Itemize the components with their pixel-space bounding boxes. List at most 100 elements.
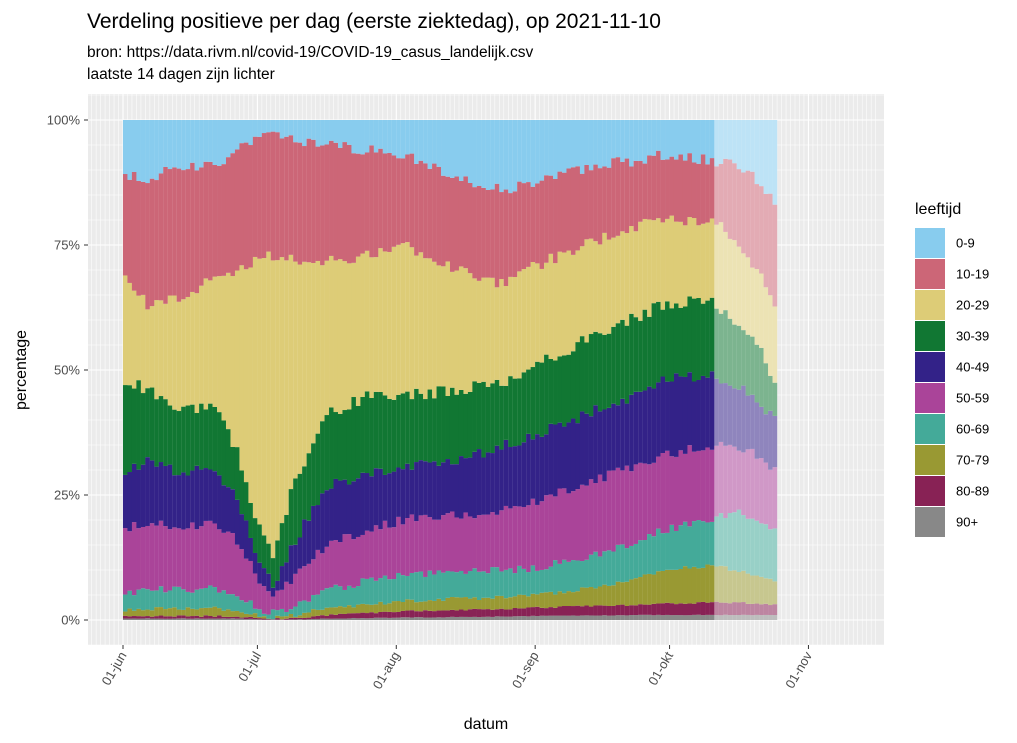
bar-segment-0-9 <box>593 120 598 165</box>
bar-segment-20-29 <box>181 299 186 407</box>
bar-segment-0-9 <box>400 120 406 159</box>
bar-segment-10-19 <box>566 168 572 251</box>
bar-segment-40-49 <box>476 449 482 516</box>
bar-segment-70-79 <box>382 604 388 612</box>
bar-segment-10-19 <box>257 136 262 259</box>
bar-segment-0-9 <box>745 120 751 171</box>
bar-segment-20-29 <box>611 237 616 327</box>
bar-segment-10-19 <box>212 164 218 277</box>
bar-segment-90+ <box>606 615 612 620</box>
bar-segment-40-49 <box>584 413 589 486</box>
bar-segment-10-19 <box>221 164 227 276</box>
bar-segment-10-19 <box>190 162 195 292</box>
bar-segment-90+ <box>387 617 392 620</box>
bar-segment-60-69 <box>145 589 150 610</box>
bar-segment-40-49 <box>122 474 128 529</box>
bar-segment-30-39 <box>606 333 612 408</box>
bar-segment-60-69 <box>759 523 764 577</box>
bar-segment-80-89 <box>409 610 415 618</box>
bar-segment-0-9 <box>149 120 155 179</box>
bar-segment-80-89 <box>606 605 612 616</box>
bar-segment-90+ <box>382 617 388 620</box>
bar-segment-80-89 <box>651 603 657 616</box>
bar-segment-20-29 <box>517 271 522 379</box>
bar-segment-10-19 <box>454 176 460 271</box>
bar-segment-60-69 <box>593 551 598 589</box>
bar-segment-60-69 <box>535 570 540 595</box>
bar-segment-90+ <box>185 618 191 620</box>
bar-segment-0-9 <box>252 120 258 137</box>
bar-segment-90+ <box>745 614 751 620</box>
bar-segment-40-49 <box>597 411 603 475</box>
bar-segment-60-69 <box>234 596 240 611</box>
bar-segment-90+ <box>476 617 482 620</box>
bar-segment-0-9 <box>324 120 330 145</box>
bar-segment-0-9 <box>427 120 433 169</box>
bar-segment-20-29 <box>396 244 401 395</box>
bar-segment-50-59 <box>261 586 267 614</box>
bar-segment-70-79 <box>427 600 433 611</box>
bar-segment-0-9 <box>727 120 733 160</box>
bar-segment-50-59 <box>432 519 437 575</box>
bar-segment-90+ <box>369 618 374 620</box>
bar-segment-50-59 <box>176 528 182 587</box>
bar-segment-70-79 <box>508 597 513 610</box>
bar-segment-0-9 <box>709 120 715 159</box>
bar-segment-70-79 <box>485 597 491 610</box>
bar-segment-0-9 <box>221 120 227 165</box>
bar-segment-0-9 <box>172 120 177 168</box>
bar-segment-60-69 <box>454 572 460 598</box>
bar-segment-80-89 <box>261 618 267 620</box>
bar-segment-0-9 <box>140 120 146 182</box>
bar-segment-20-29 <box>293 261 298 479</box>
bar-segment-60-69 <box>521 568 527 595</box>
bar-segment-90+ <box>252 619 258 620</box>
bar-segment-60-69 <box>158 586 164 608</box>
bar-segment-80-89 <box>750 603 755 616</box>
bar-segment-30-39 <box>297 473 303 538</box>
bar-segment-90+ <box>709 614 715 620</box>
bar-segment-80-89 <box>311 616 316 619</box>
bar-segment-0-9 <box>320 120 325 146</box>
bar-segment-0-9 <box>651 120 657 156</box>
bar-segment-20-29 <box>149 306 155 388</box>
bar-segment-40-49 <box>414 462 419 522</box>
bar-segment-20-29 <box>163 303 168 400</box>
bar-segment-60-69 <box>651 536 657 575</box>
bar-segment-0-9 <box>458 120 464 181</box>
bar-segment-50-59 <box>553 496 558 561</box>
bar-segment-90+ <box>763 614 769 620</box>
bar-segment-50-59 <box>149 523 155 591</box>
bar-segment-90+ <box>517 616 522 620</box>
bar-segment-90+ <box>700 615 706 620</box>
bar-segment-30-39 <box>754 344 760 403</box>
bar-segment-70-79 <box>333 607 339 615</box>
bar-segment-90+ <box>656 614 661 620</box>
bar-segment-20-29 <box>736 246 742 326</box>
bar-segment-40-49 <box>696 379 701 451</box>
bar-segment-50-59 <box>745 449 751 519</box>
legend-swatch-50-59 <box>915 383 945 413</box>
bar-segment-10-19 <box>234 149 240 271</box>
bar-segment-70-79 <box>190 608 195 617</box>
bar-segment-10-19 <box>414 163 419 256</box>
bar-segment-70-79 <box>154 607 159 617</box>
bar-segment-70-79 <box>409 599 415 611</box>
bar-segment-60-69 <box>490 567 495 599</box>
bar-segment-90+ <box>481 616 486 620</box>
bar-segment-0-9 <box>275 120 280 133</box>
bar-segment-70-79 <box>369 604 374 613</box>
bar-segment-10-19 <box>149 178 155 307</box>
bar-segment-20-29 <box>382 251 388 396</box>
bar-segment-10-19 <box>669 156 675 216</box>
bar-segment-0-9 <box>136 120 141 181</box>
bar-segment-50-59 <box>136 528 141 590</box>
bar-segment-60-69 <box>718 513 724 566</box>
bar-segment-70-79 <box>629 579 634 606</box>
bar-segment-10-19 <box>275 132 280 261</box>
bar-segment-10-19 <box>678 154 684 222</box>
bar-segment-10-19 <box>136 180 141 296</box>
bar-segment-50-59 <box>463 512 469 574</box>
bar-segment-60-69 <box>463 573 469 598</box>
bar-segment-50-59 <box>678 450 684 526</box>
